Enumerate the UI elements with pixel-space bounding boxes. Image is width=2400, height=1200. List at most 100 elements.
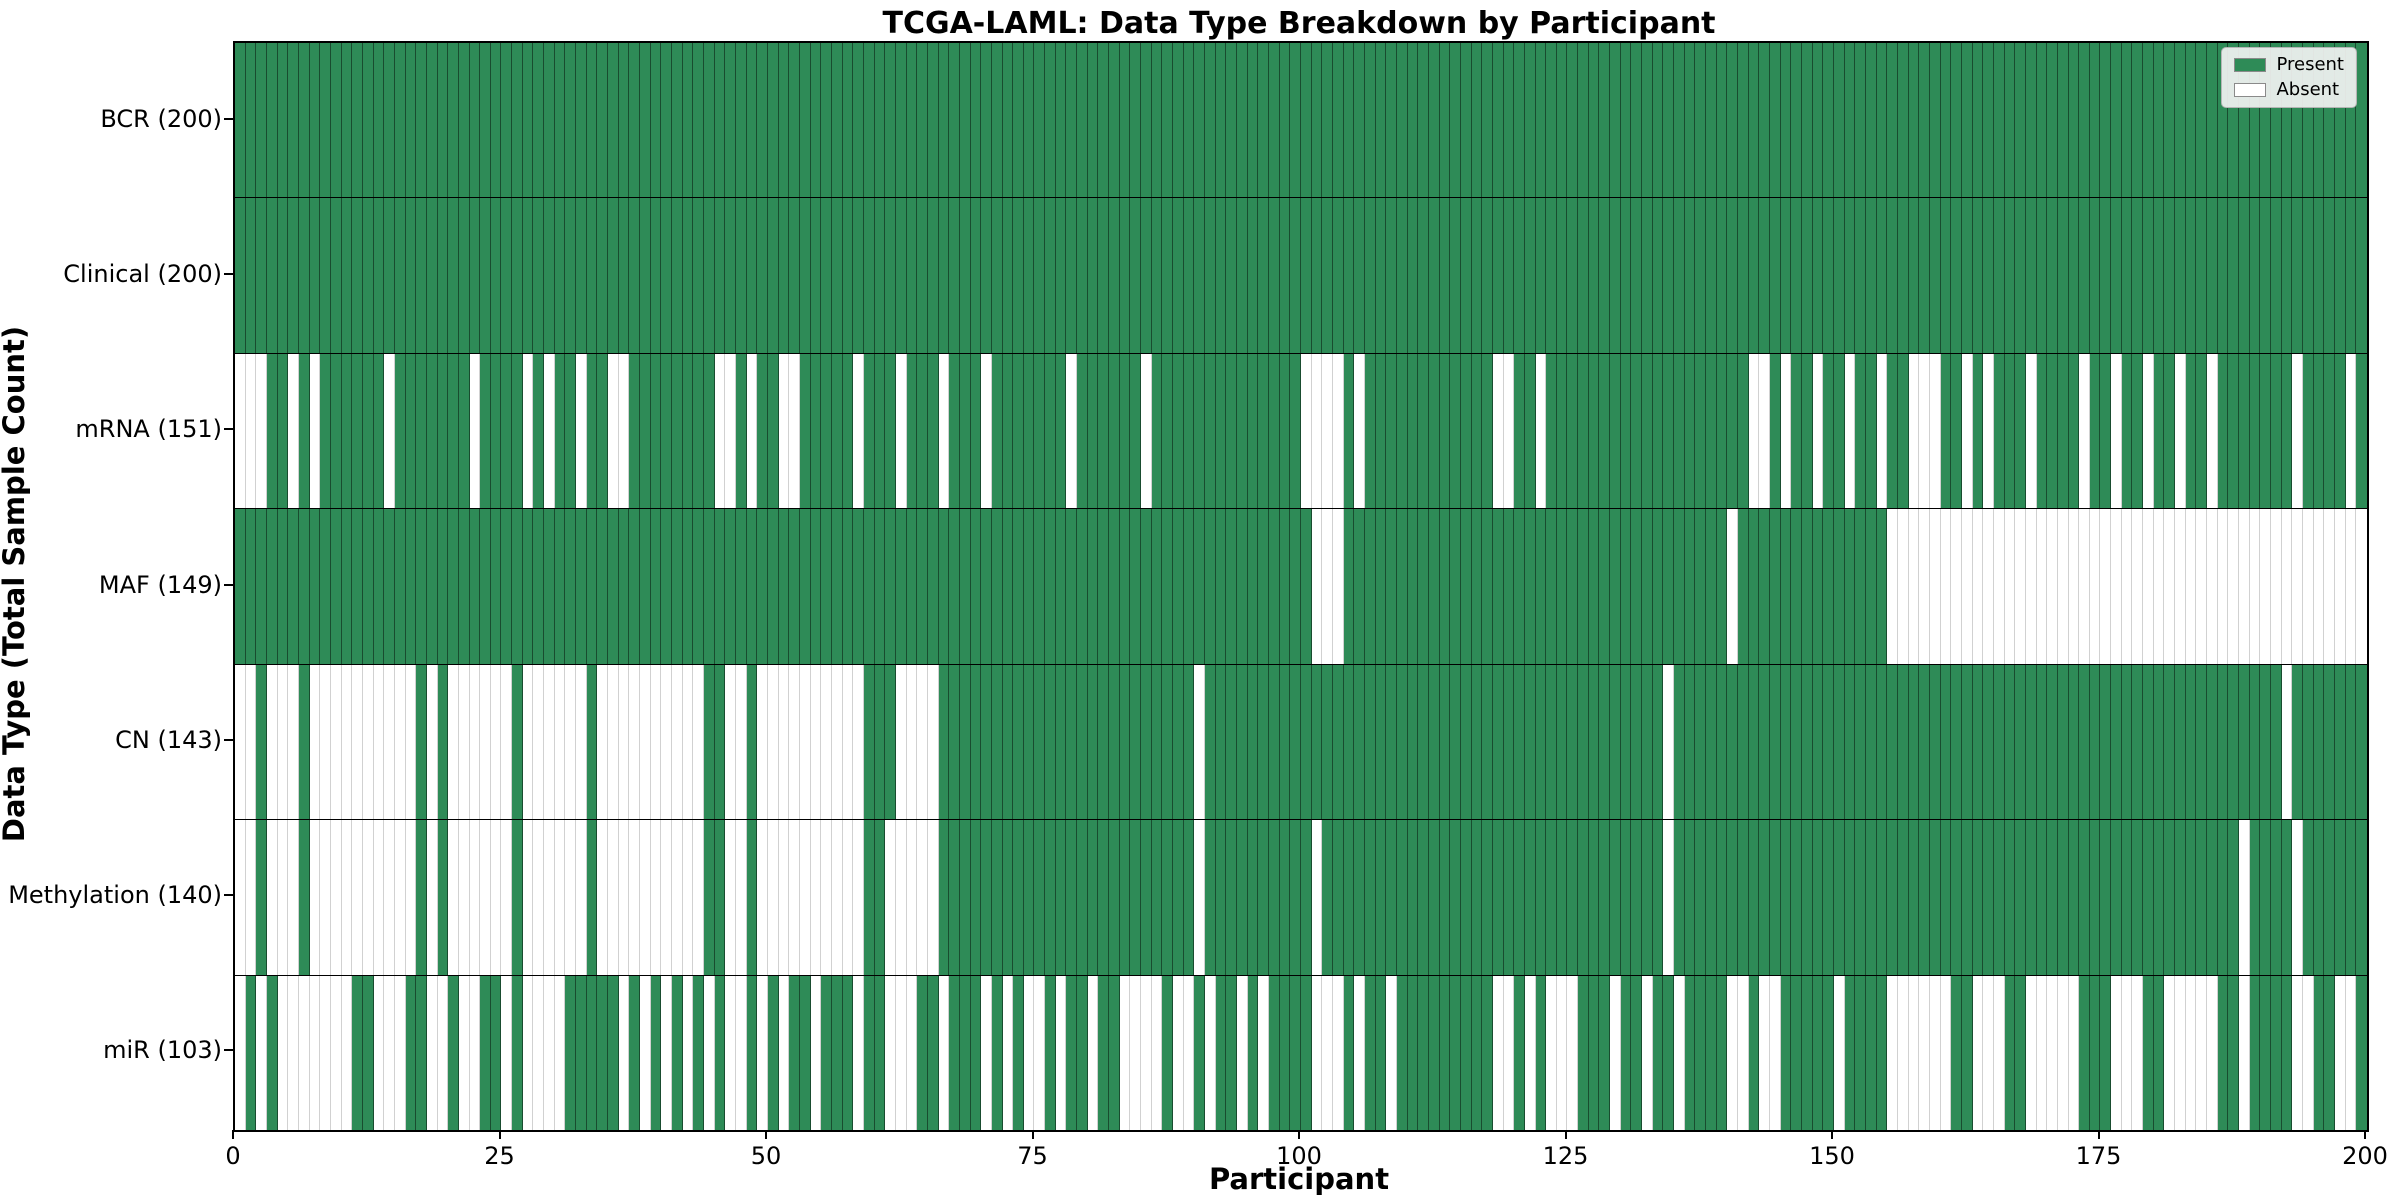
cell	[608, 975, 619, 1130]
cell	[320, 43, 331, 198]
cell	[554, 820, 566, 975]
cell	[981, 820, 992, 975]
cell	[2324, 353, 2336, 509]
cell	[2292, 975, 2304, 1130]
cell	[1738, 43, 1749, 198]
cell	[1482, 820, 1493, 975]
cell	[1535, 509, 1547, 664]
cell	[1802, 509, 1813, 664]
cell	[842, 509, 854, 664]
cell	[1823, 664, 1834, 820]
cell	[352, 353, 363, 509]
cell	[2345, 820, 2357, 975]
cell	[1748, 975, 1760, 1130]
cell	[298, 975, 310, 1130]
cell	[714, 43, 726, 198]
cell	[1556, 198, 1568, 353]
cell	[277, 43, 289, 198]
cell	[1332, 353, 1344, 509]
cell	[480, 353, 491, 509]
cell	[1844, 198, 1856, 353]
cell	[746, 509, 758, 664]
cell	[906, 820, 918, 975]
cell	[1567, 198, 1579, 353]
cell	[938, 664, 950, 820]
cell	[2175, 820, 2186, 975]
cell	[821, 975, 832, 1130]
cell	[1546, 198, 1557, 353]
cell	[1375, 353, 1387, 509]
cell	[1812, 664, 1824, 820]
cell	[949, 820, 960, 975]
cell	[2249, 353, 2261, 509]
y-tick-mark	[224, 894, 233, 897]
cell	[927, 975, 939, 1130]
cell	[640, 43, 651, 198]
cell	[1993, 975, 2005, 1130]
cell	[1940, 43, 1952, 198]
cell	[2132, 353, 2144, 509]
y-tick-mark	[224, 272, 233, 275]
cell	[490, 820, 502, 975]
cell	[1546, 509, 1557, 664]
cell	[608, 820, 619, 975]
cell	[2057, 975, 2069, 1130]
cell	[512, 353, 523, 509]
cell	[1503, 509, 1515, 664]
cell	[2079, 820, 2090, 975]
cell	[842, 664, 854, 820]
cell	[725, 975, 737, 1130]
cell	[1407, 509, 1419, 664]
cell	[799, 664, 811, 820]
cell	[2207, 509, 2218, 664]
cell	[2100, 509, 2112, 664]
cell	[885, 509, 896, 664]
cell	[1492, 198, 1504, 353]
cell	[1833, 509, 1845, 664]
cell	[1887, 664, 1898, 820]
cell	[1588, 509, 1600, 664]
cell	[533, 509, 545, 664]
cell	[650, 975, 662, 1130]
cell	[991, 198, 1003, 353]
cell	[1823, 43, 1834, 198]
cell	[1183, 664, 1195, 820]
cell	[501, 198, 513, 353]
cell	[458, 43, 470, 198]
cell	[1045, 509, 1056, 664]
cell	[2047, 353, 2058, 509]
cell	[2228, 975, 2240, 1130]
cell	[2036, 664, 2048, 820]
cell	[565, 43, 577, 198]
cell	[1237, 975, 1248, 1130]
cell	[1631, 509, 1643, 664]
cell	[2356, 664, 2367, 820]
cell	[2303, 353, 2314, 509]
cell	[1855, 353, 1866, 509]
cell	[1034, 43, 1046, 198]
cell	[863, 664, 875, 820]
cell	[437, 820, 449, 975]
cell	[245, 509, 257, 664]
cell	[426, 975, 438, 1130]
cell	[661, 820, 673, 975]
cell	[1460, 353, 1472, 509]
cell	[1716, 509, 1728, 664]
cell	[1173, 353, 1184, 509]
legend-item-present: Present	[2234, 56, 2344, 74]
cell	[1748, 664, 1760, 820]
cell	[1695, 975, 1707, 1130]
cell	[2068, 353, 2080, 509]
cell	[1492, 975, 1504, 1130]
cell	[1098, 509, 1110, 664]
cell	[1887, 353, 1898, 509]
y-tick-mark	[224, 583, 233, 586]
cell	[959, 975, 971, 1130]
cell	[2164, 664, 2176, 820]
cell	[1290, 509, 1301, 664]
cell	[810, 43, 822, 198]
cell	[1119, 198, 1131, 353]
cell	[1908, 353, 1920, 509]
cell	[405, 820, 417, 975]
cell	[1908, 198, 1920, 353]
